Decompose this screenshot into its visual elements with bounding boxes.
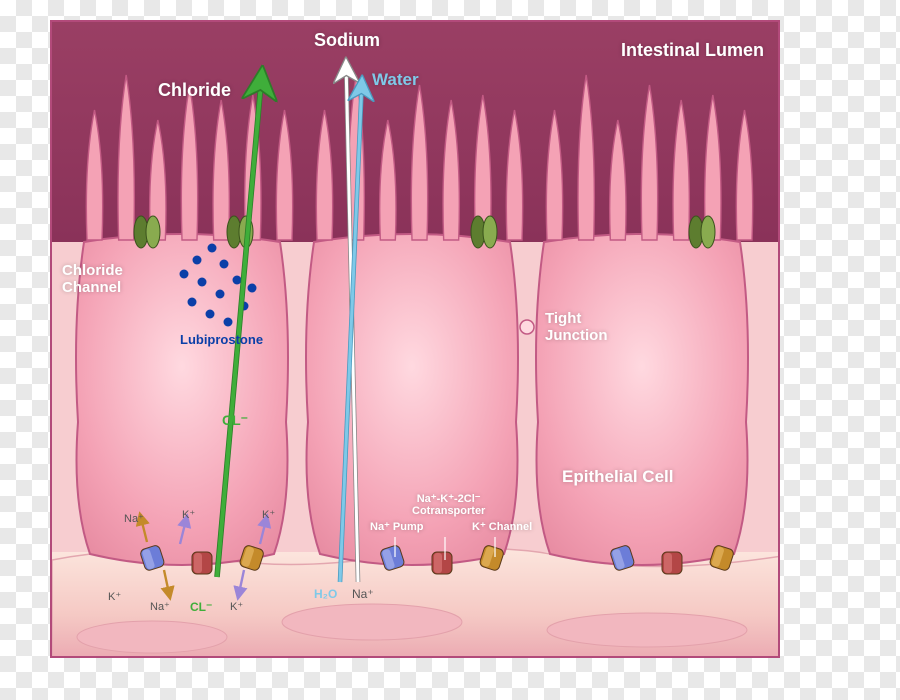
- lubiprostone-label: Lubiprostone: [180, 332, 263, 347]
- sodium-label: Sodium: [314, 30, 380, 51]
- lubiprostone-dot: [248, 284, 257, 293]
- basal-blob: [77, 621, 227, 653]
- lubiprostone-dot: [188, 298, 197, 307]
- ion-k-1: K⁺: [182, 508, 195, 521]
- cotransporter-icon: [432, 552, 452, 574]
- water-label: Water: [372, 70, 419, 90]
- tight-junction-label: Tight Junction: [545, 310, 608, 344]
- tight-junction-icon: [520, 320, 534, 334]
- basal-blob: [547, 613, 747, 647]
- lubiprostone-dot: [220, 260, 229, 269]
- cl-midlabel: CL⁻: [222, 412, 248, 429]
- lubiprostone-dot: [224, 318, 233, 327]
- cotransporter-icon: [662, 552, 682, 574]
- epithelial-cell-label: Epithelial Cell: [562, 467, 673, 487]
- na-pump-label: Na⁺ Pump: [370, 520, 423, 533]
- diagram-frame: Intestinal Lumen Chloride Sodium Water C…: [50, 20, 780, 658]
- lubiprostone-dot: [216, 290, 225, 299]
- ion-na-1: Na⁺: [124, 512, 144, 525]
- k-channel-label: K⁺ Channel: [472, 520, 532, 533]
- ion-k-4: K⁺: [262, 508, 275, 521]
- lumen-label: Intestinal Lumen: [621, 40, 764, 61]
- ion-k-2: K⁺: [108, 590, 121, 603]
- chloride-channel-label: Chloride Channel: [62, 262, 123, 296]
- lubiprostone-dot: [193, 256, 202, 265]
- lubiprostone-dot: [206, 310, 215, 319]
- lubiprostone-dot: [233, 276, 242, 285]
- lubiprostone-dot: [208, 244, 217, 253]
- diagram-svg: [52, 22, 780, 658]
- na-bottom-label: Na⁺: [352, 587, 374, 601]
- cotransporter-icon: [192, 552, 212, 574]
- ion-k-3: K⁺: [230, 600, 243, 613]
- lubiprostone-dot: [180, 270, 189, 279]
- basal-blob: [282, 604, 462, 640]
- chloride-label: Chloride: [158, 80, 231, 101]
- h2o-label: H₂O: [314, 587, 337, 601]
- cotransporter-label: Na⁺-K⁺-2Cl⁻ Cotransporter: [412, 492, 485, 517]
- ion-cl: CL⁻: [190, 600, 212, 614]
- lubiprostone-dot: [198, 278, 207, 287]
- ion-na-2: Na⁺: [150, 600, 170, 613]
